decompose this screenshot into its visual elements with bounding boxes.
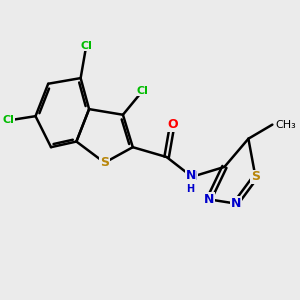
Text: Cl: Cl [80,41,92,51]
Text: S: S [100,156,109,169]
Text: Cl: Cl [3,116,15,125]
Text: CH₃: CH₃ [275,120,296,130]
Text: N: N [230,197,241,210]
Text: Cl: Cl [137,86,148,96]
Text: O: O [167,118,178,131]
Text: S: S [251,170,260,183]
Text: N: N [187,170,197,183]
Text: N: N [204,193,214,206]
Text: N: N [185,169,196,182]
Text: H: H [187,184,195,194]
